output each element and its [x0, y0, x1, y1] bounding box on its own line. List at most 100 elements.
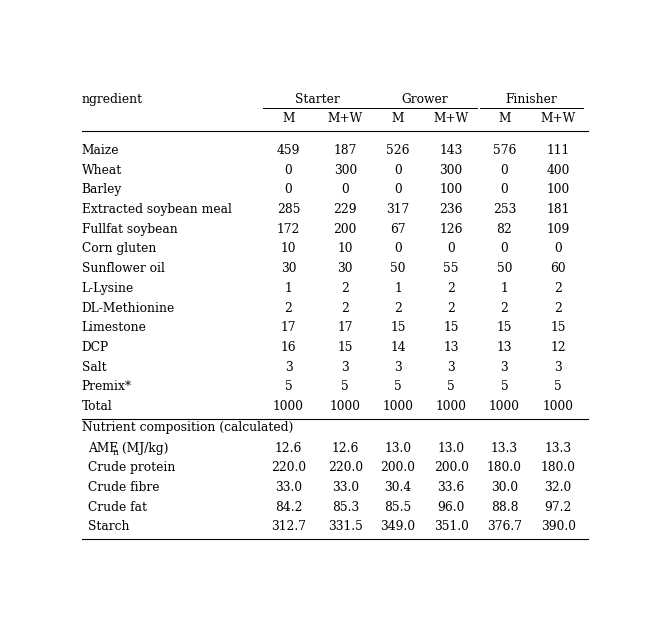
Text: 126: 126 [439, 223, 463, 236]
Text: DL-Methionine: DL-Methionine [82, 302, 175, 315]
Text: 0: 0 [394, 164, 402, 177]
Text: 200: 200 [334, 223, 357, 236]
Text: 0: 0 [284, 183, 292, 196]
Text: 32.0: 32.0 [545, 481, 572, 494]
Text: 15: 15 [443, 321, 459, 334]
Text: Total: Total [82, 400, 112, 413]
Text: 0: 0 [284, 164, 292, 177]
Text: 33.0: 33.0 [332, 481, 359, 494]
Text: Crude fat: Crude fat [88, 500, 147, 514]
Text: 220.0: 220.0 [328, 461, 363, 474]
Text: 2: 2 [554, 302, 562, 315]
Text: 143: 143 [439, 144, 463, 157]
Text: 33.0: 33.0 [275, 481, 302, 494]
Text: 1: 1 [394, 282, 402, 295]
Text: 10: 10 [281, 243, 296, 255]
Text: 100: 100 [547, 183, 570, 196]
Text: 3: 3 [284, 361, 292, 374]
Text: 0: 0 [500, 183, 508, 196]
Text: 2: 2 [341, 302, 349, 315]
Text: 84.2: 84.2 [275, 500, 302, 514]
Text: 30.4: 30.4 [385, 481, 411, 494]
Text: 50: 50 [390, 262, 405, 275]
Text: 30.0: 30.0 [491, 481, 518, 494]
Text: 3: 3 [394, 361, 402, 374]
Text: 200.0: 200.0 [381, 461, 415, 474]
Text: 3: 3 [555, 361, 562, 374]
Text: 331.5: 331.5 [328, 520, 363, 534]
Text: 88.8: 88.8 [490, 500, 518, 514]
Text: 181: 181 [547, 203, 570, 216]
Text: Limestone: Limestone [82, 321, 146, 334]
Text: 317: 317 [387, 203, 409, 216]
Text: 3: 3 [447, 361, 455, 374]
Text: 180.0: 180.0 [487, 461, 522, 474]
Text: Barley: Barley [82, 183, 122, 196]
Text: 5: 5 [447, 381, 455, 393]
Text: 12.6: 12.6 [332, 441, 359, 455]
Text: 111: 111 [547, 144, 570, 157]
Text: 67: 67 [390, 223, 406, 236]
Text: 229: 229 [334, 203, 357, 216]
Text: Grower: Grower [402, 93, 448, 106]
Text: 55: 55 [443, 262, 459, 275]
Text: 0: 0 [394, 243, 402, 255]
Text: 17: 17 [337, 321, 353, 334]
Text: 13.3: 13.3 [491, 441, 518, 455]
Text: 1000: 1000 [273, 400, 304, 413]
Text: 0: 0 [500, 243, 508, 255]
Text: 5: 5 [500, 381, 508, 393]
Text: 1000: 1000 [330, 400, 361, 413]
Text: 3: 3 [341, 361, 349, 374]
Text: 285: 285 [277, 203, 300, 216]
Text: Nutrient composition (calculated): Nutrient composition (calculated) [82, 421, 293, 434]
Text: 459: 459 [277, 144, 300, 157]
Text: 5: 5 [555, 381, 562, 393]
Text: L-Lysine: L-Lysine [82, 282, 134, 295]
Text: n: n [112, 448, 118, 457]
Text: M+W: M+W [541, 112, 576, 125]
Text: 30: 30 [337, 262, 353, 275]
Text: 200.0: 200.0 [434, 461, 469, 474]
Text: 220.0: 220.0 [271, 461, 306, 474]
Text: 13: 13 [496, 341, 512, 354]
Text: 0: 0 [447, 243, 455, 255]
Text: Crude protein: Crude protein [88, 461, 175, 474]
Text: 400: 400 [547, 164, 570, 177]
Text: 1000: 1000 [543, 400, 574, 413]
Text: M+W: M+W [434, 112, 469, 125]
Text: 0: 0 [341, 183, 349, 196]
Text: 2: 2 [554, 282, 562, 295]
Text: Starch: Starch [88, 520, 129, 534]
Text: 16: 16 [281, 341, 296, 354]
Text: 349.0: 349.0 [381, 520, 415, 534]
Text: Sunflower oil: Sunflower oil [82, 262, 165, 275]
Text: (MJ/kg): (MJ/kg) [118, 441, 169, 455]
Text: 376.7: 376.7 [487, 520, 522, 534]
Text: 1: 1 [500, 282, 508, 295]
Text: 576: 576 [492, 144, 516, 157]
Text: 300: 300 [439, 164, 463, 177]
Text: 2: 2 [341, 282, 349, 295]
Text: Corn gluten: Corn gluten [82, 243, 156, 255]
Text: 82: 82 [496, 223, 512, 236]
Text: 2: 2 [500, 302, 508, 315]
Text: 15: 15 [496, 321, 512, 334]
Text: M: M [498, 112, 511, 125]
Text: Wheat: Wheat [82, 164, 122, 177]
Text: 312.7: 312.7 [271, 520, 306, 534]
Text: Premix*: Premix* [82, 381, 132, 393]
Text: 2: 2 [284, 302, 292, 315]
Text: 10: 10 [337, 243, 353, 255]
Text: 13: 13 [443, 341, 459, 354]
Text: 1000: 1000 [489, 400, 520, 413]
Text: 85.3: 85.3 [332, 500, 359, 514]
Text: 187: 187 [334, 144, 357, 157]
Text: 50: 50 [496, 262, 512, 275]
Text: 0: 0 [555, 243, 562, 255]
Text: 15: 15 [337, 341, 353, 354]
Text: 351.0: 351.0 [434, 520, 469, 534]
Text: ngredient: ngredient [82, 93, 143, 106]
Text: 2: 2 [447, 302, 455, 315]
Text: Crude fibre: Crude fibre [88, 481, 160, 494]
